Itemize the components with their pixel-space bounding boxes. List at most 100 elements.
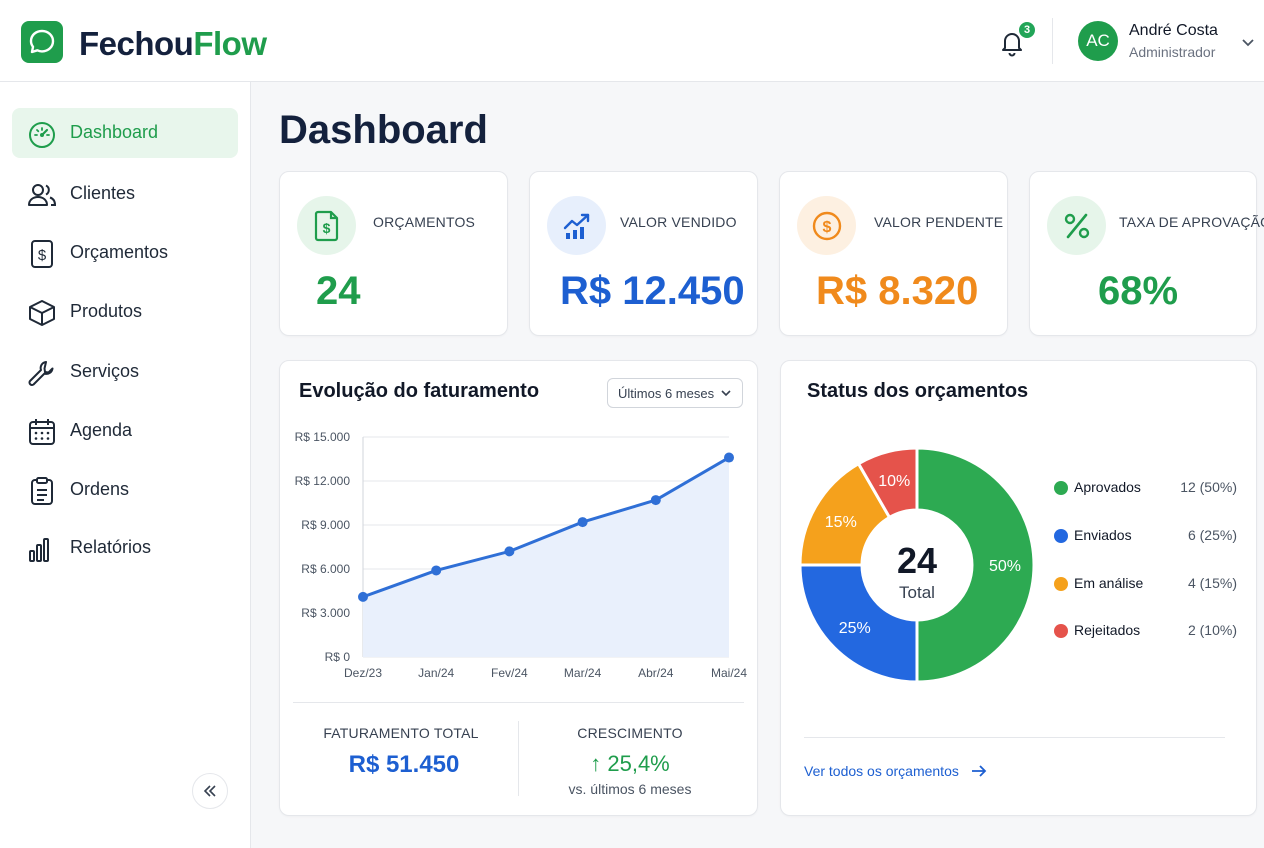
legend-value: 2 (10%)	[1187, 622, 1237, 638]
stat-card-taxa-aprovacao[interactable]: TAXA DE APROVAÇÃO 68%	[1029, 171, 1264, 336]
slice-label: 25%	[839, 620, 871, 637]
view-all-quotes-link[interactable]: Ver todos os orçamentos	[804, 763, 987, 779]
svg-text:$: $	[38, 247, 47, 264]
slice-label: 50%	[989, 558, 1021, 575]
data-point	[724, 452, 734, 463]
status-donut-chart: 50% 25% 15% 10% 24 Total	[798, 446, 1036, 684]
box-icon	[27, 299, 55, 327]
percent-icon	[1047, 196, 1106, 255]
stat-label: ORÇAMENTOS	[373, 214, 476, 230]
x-tick-label: Mar/24	[564, 666, 602, 680]
slice-label: 15%	[825, 514, 857, 531]
donut-slice	[915, 446, 1036, 684]
sidebar-item-label: Orçamentos	[70, 242, 169, 262]
legend-dot	[1054, 529, 1068, 543]
y-tick-label: R$ 6.000	[301, 562, 350, 576]
sidebar-item-dashboard[interactable]: Dashboard	[12, 108, 238, 158]
growth-label: CRESCIMENTO	[577, 725, 683, 741]
legend-item: Aprovados 12 (50%)	[1053, 477, 1237, 497]
legend-value: 6 (25%)	[1187, 527, 1237, 543]
status-title: Status dos orçamentos	[807, 380, 1029, 402]
total-value: R$ 51.450	[348, 751, 460, 778]
stat-card-valor-vendido[interactable]: VALOR VENDIDO R$ 12.450	[529, 171, 758, 336]
x-tick-label: Jan/24	[418, 666, 454, 680]
sidebar-item-label: Serviços	[70, 361, 140, 381]
x-tick-label: Fev/24	[491, 666, 528, 680]
bell-icon[interactable]	[997, 28, 1027, 58]
sidebar-item-relatorios[interactable]: Relatórios	[12, 523, 238, 573]
app-name[interactable]: FechouFlow	[79, 25, 267, 62]
sidebar-item-ordens[interactable]: Ordens	[12, 465, 238, 515]
document-dollar-icon: $	[297, 196, 356, 255]
data-point	[431, 565, 442, 576]
data-point	[650, 495, 661, 506]
clipboard-icon	[27, 477, 55, 505]
legend-name: Enviados	[1074, 527, 1132, 543]
legend-dot	[1054, 577, 1068, 591]
x-tick-label: Mai/24	[711, 666, 747, 680]
sidebar-item-orcamentos[interactable]: $ Orçamentos	[12, 228, 238, 278]
growth-value: ↑ 25,4%	[590, 751, 670, 776]
legend-name: Rejeitados	[1074, 622, 1141, 638]
period-select-value: Últimos 6 meses	[618, 385, 715, 401]
slice-label: 10%	[878, 473, 910, 490]
sidebar-item-agenda[interactable]: Agenda	[12, 406, 238, 456]
sidebar-item-label: Ordens	[70, 479, 130, 499]
y-tick-label: R$ 3.000	[301, 606, 350, 620]
chevron-down-icon[interactable]	[1240, 34, 1256, 50]
donut-slice	[798, 563, 919, 684]
legend-name: Em análise	[1074, 575, 1144, 591]
header-divider	[1052, 18, 1053, 64]
legend-dot	[1054, 481, 1068, 495]
stat-card-orcamentos[interactable]: $ ORÇAMENTOS 24	[279, 171, 508, 336]
legend-name: Aprovados	[1074, 479, 1141, 495]
top-header: FechouFlow 3 AC André Costa Administrado…	[0, 0, 1264, 82]
donut-slice	[856, 446, 919, 520]
growth-sub: vs. últimos 6 meses	[568, 781, 692, 797]
donut-total-value: 24	[897, 540, 937, 581]
donut-total-label: Total	[899, 583, 935, 602]
y-tick-label: R$ 0	[325, 650, 351, 664]
total-label: FATURAMENTO TOTAL	[323, 725, 479, 741]
user-name[interactable]: André Costa	[1129, 22, 1218, 39]
stat-label: VALOR PENDENTE	[874, 214, 1004, 230]
sidebar-item-servicos[interactable]: Serviços	[12, 347, 238, 397]
data-point	[577, 517, 588, 528]
status-card: Status dos orçamentos 50% 25% 15% 10% 24 Tota…	[780, 360, 1257, 816]
sidebar-item-label: Dashboard	[70, 122, 159, 142]
data-point	[504, 546, 515, 557]
legend-value: 12 (50%)	[1180, 479, 1237, 495]
wrench-icon	[27, 359, 55, 387]
revenue-line-chart: R$ 0 R$ 3.000 R$ 6.000 R$ 9.000 R$ 12.000 R$ …	[295, 430, 748, 680]
sidebar-item-label: Produtos	[70, 301, 143, 321]
chevron-down-icon	[721, 390, 731, 397]
stat-value: 68%	[1098, 269, 1179, 313]
stat-card-valor-pendente[interactable]: $ VALOR PENDENTE R$ 8.320	[779, 171, 1008, 336]
avatar[interactable]: AC	[1078, 21, 1118, 61]
page-title: Dashboard	[279, 108, 488, 152]
svg-text:$: $	[822, 219, 831, 236]
bar-chart-icon	[27, 535, 55, 563]
x-tick-label: Dez/23	[344, 666, 382, 680]
collapse-sidebar-button[interactable]	[192, 773, 228, 809]
period-select[interactable]: Últimos 6 meses	[607, 378, 743, 408]
document-dollar-icon: $	[27, 240, 55, 268]
coin-icon: $	[797, 196, 856, 255]
sidebar-item-clientes[interactable]: Clientes	[12, 169, 238, 219]
svg-text:$: $	[322, 220, 330, 236]
legend-value: 4 (15%)	[1187, 575, 1237, 591]
legend-item: Enviados 6 (25%)	[1053, 525, 1237, 545]
sidebar-item-label: Clientes	[70, 183, 136, 203]
series-line	[362, 456, 730, 599]
app-logo-icon[interactable]	[21, 21, 63, 63]
y-tick-label: R$ 12.000	[295, 474, 351, 488]
area-fill	[363, 457, 729, 657]
sidebar-item-label: Agenda	[70, 420, 133, 440]
stat-value: 24	[316, 269, 361, 313]
legend-item: Rejeitados 2 (10%)	[1053, 620, 1237, 640]
stat-value: R$ 12.450	[560, 269, 745, 313]
sidebar-item-produtos[interactable]: Produtos	[12, 287, 238, 337]
legend-dot	[1054, 624, 1068, 638]
calendar-icon	[27, 418, 55, 446]
sidebar-item-label: Relatórios	[70, 537, 152, 557]
